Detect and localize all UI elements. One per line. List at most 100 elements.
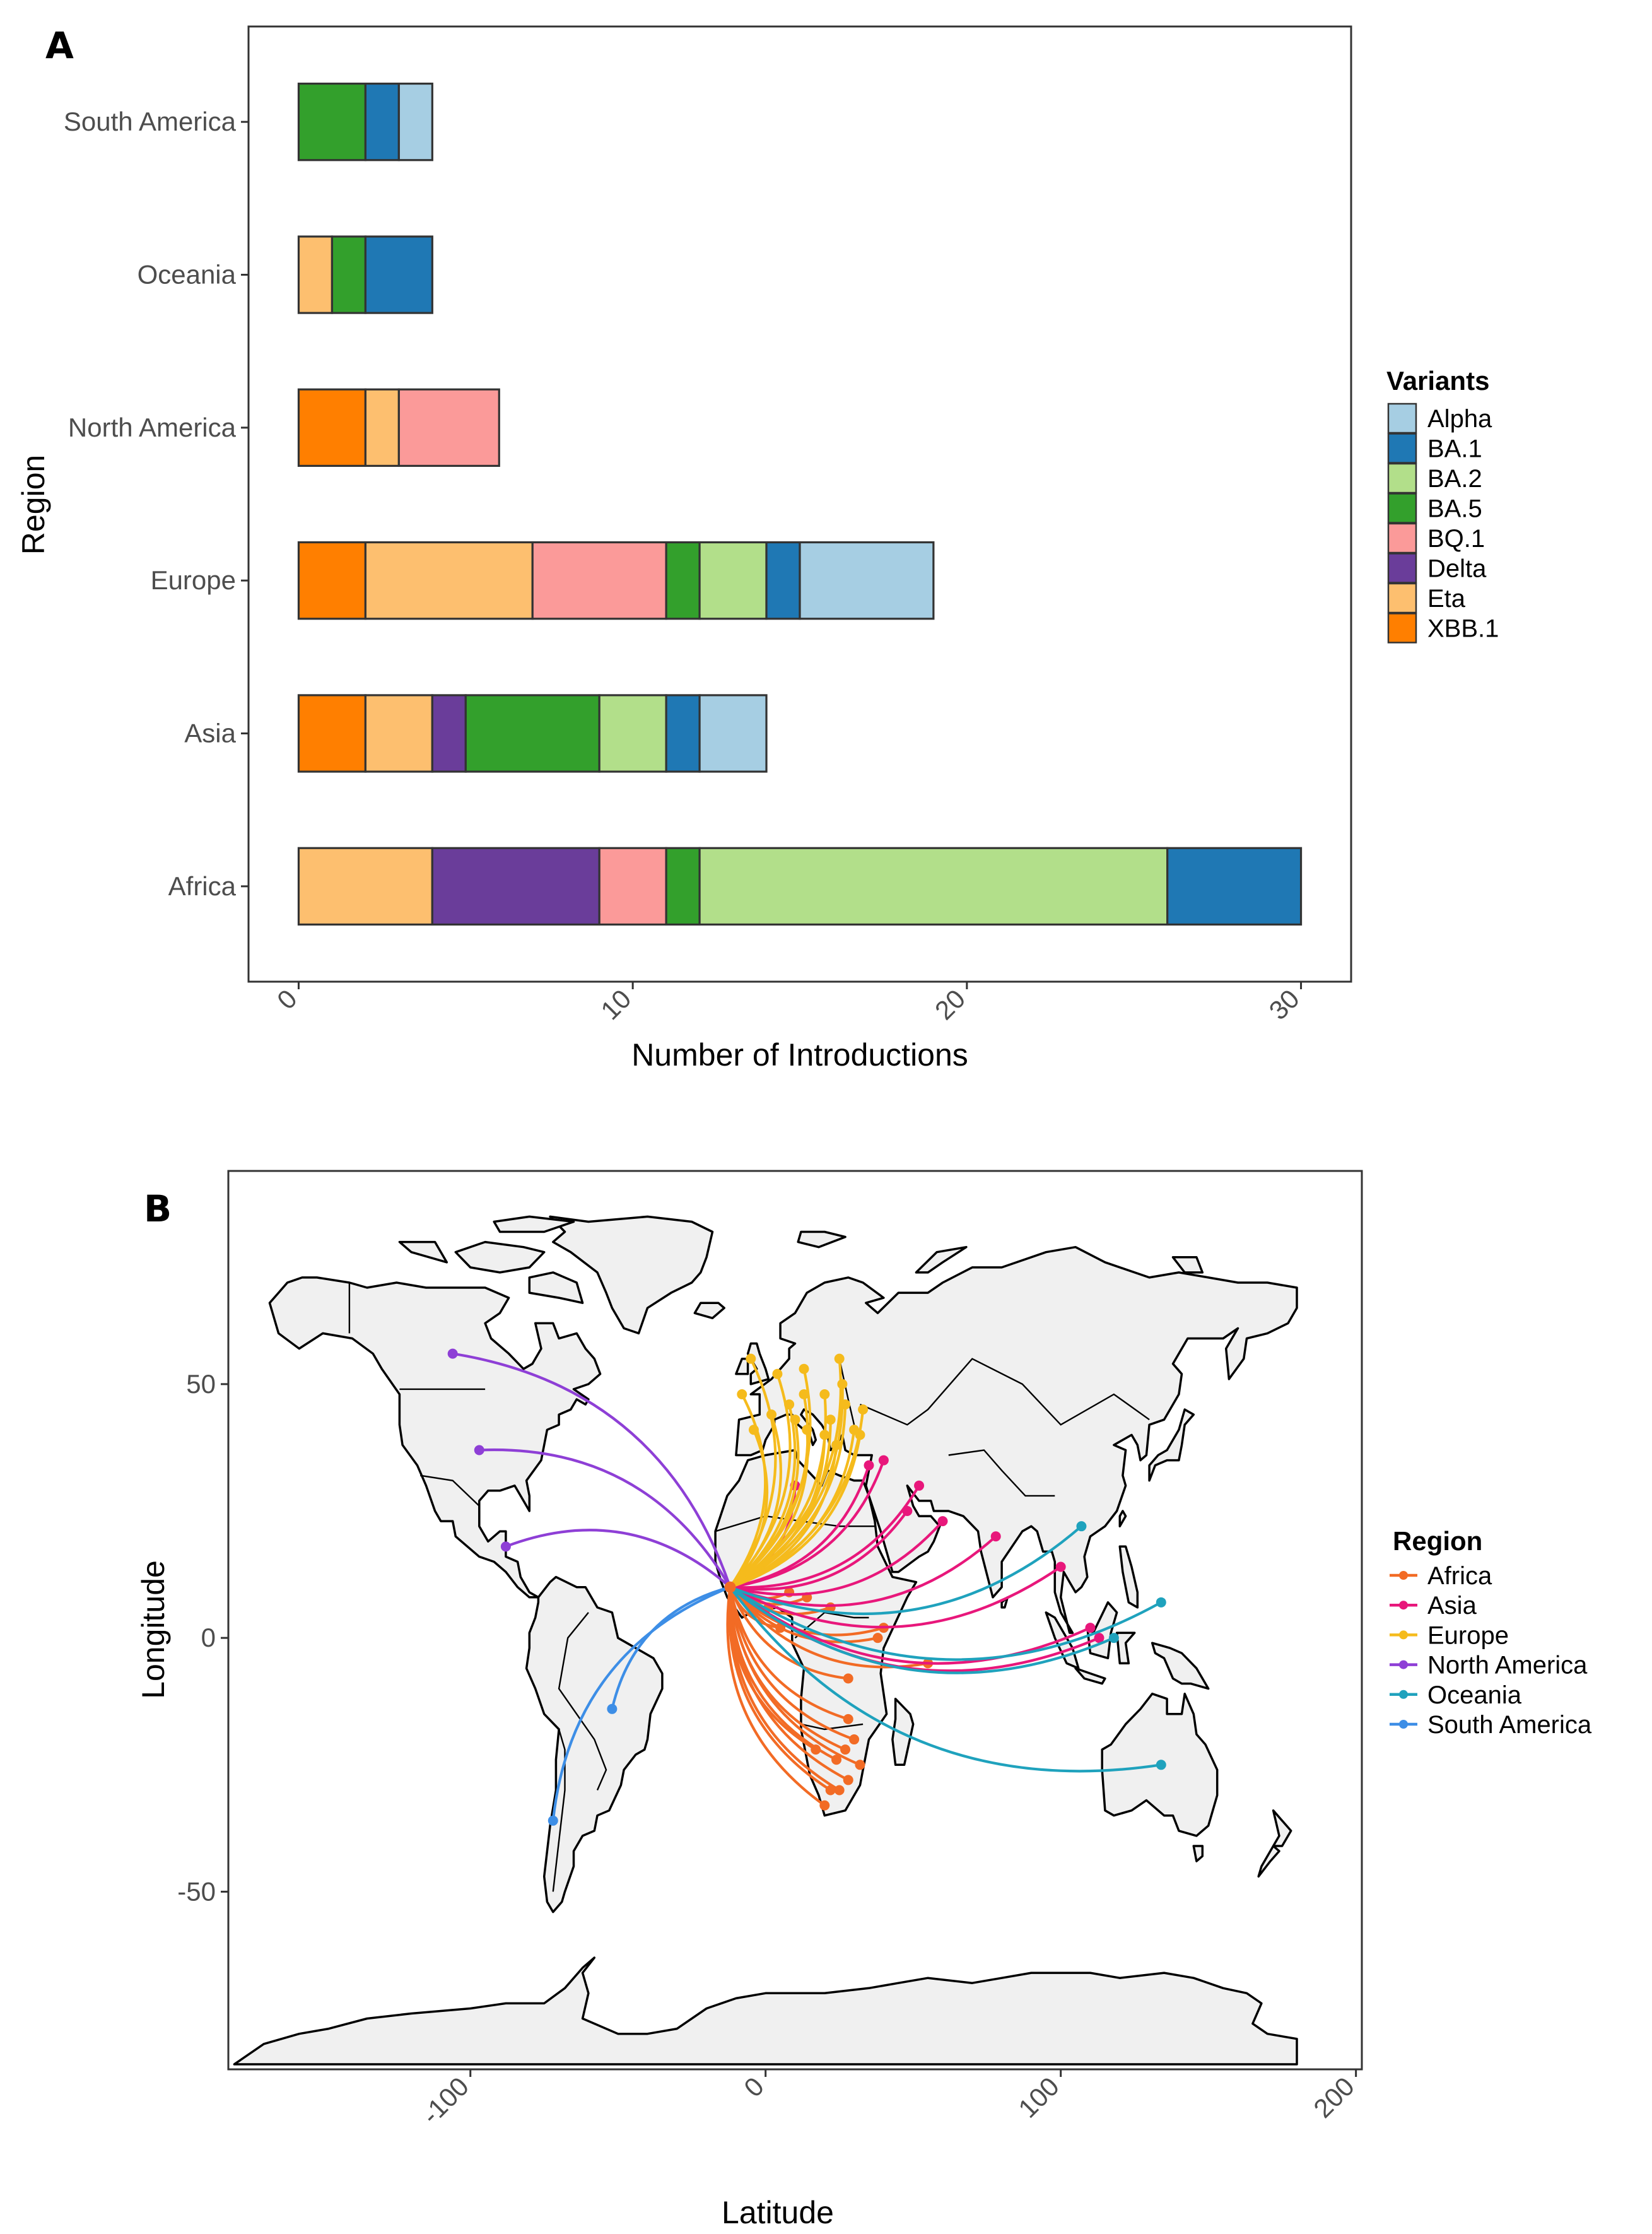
legend-label-bq-1: BQ.1 bbox=[1427, 525, 1485, 553]
island-ireland bbox=[735, 1357, 749, 1375]
panel-a-y-ticks: Africa Asia Europe North America Oceania Sout… bbox=[64, 107, 249, 901]
bar-europe-ba-1 bbox=[765, 541, 801, 620]
flow-point-europe-18 bbox=[790, 1414, 800, 1425]
border-us-mexico bbox=[420, 1474, 480, 1507]
flow-point-europe-17 bbox=[737, 1389, 747, 1399]
bar-north-america-bq-1 bbox=[397, 388, 500, 467]
flow-arc-africa-12 bbox=[728, 1585, 817, 1751]
bar-oceania-eta bbox=[297, 235, 334, 314]
flow-arc-asia-5 bbox=[729, 1509, 909, 1591]
flow-arc-europe-15 bbox=[729, 1433, 862, 1589]
legend-swatch-alpha bbox=[1387, 403, 1417, 434]
bar-asia-alpha bbox=[698, 694, 768, 773]
flow-arc-oceania-0 bbox=[729, 1585, 1163, 1661]
bar-south-america-alpha bbox=[397, 82, 433, 162]
border-russia bbox=[860, 1358, 1150, 1426]
legend-swatch-ba-2 bbox=[1387, 462, 1417, 494]
x-tick-label-200: 200 bbox=[1308, 2071, 1360, 2124]
x-tick-label-30: 30 bbox=[1263, 984, 1305, 1025]
bar-oceania-ba-5 bbox=[331, 235, 366, 314]
legend-swatch-eta bbox=[1387, 582, 1417, 614]
flow-point-oceania-0 bbox=[1156, 1597, 1166, 1608]
bar-south-america-ba-5 bbox=[297, 82, 366, 162]
continent-eurasia bbox=[735, 1245, 1298, 1634]
flow-arc-asia-6 bbox=[729, 1484, 921, 1589]
flow-arc-asia-4 bbox=[729, 1520, 944, 1596]
flow-point-africa-6 bbox=[831, 1755, 842, 1765]
island-new-zealand-north bbox=[1272, 1809, 1292, 1847]
flow-point-europe-10 bbox=[784, 1399, 795, 1410]
continent-greenland bbox=[549, 1215, 714, 1335]
bar-north-america-eta bbox=[364, 388, 400, 467]
region-legend-title: Region bbox=[1393, 1526, 1482, 1556]
variants-legend-title: Variants bbox=[1386, 366, 1489, 396]
legend-swatch-ba-5 bbox=[1387, 493, 1417, 524]
flow-point-asia-4 bbox=[937, 1516, 948, 1527]
legend-label-alpha: Alpha bbox=[1427, 405, 1492, 433]
legend-label-delta: Delta bbox=[1427, 555, 1487, 583]
border-himalaya bbox=[948, 1449, 1055, 1497]
island-java bbox=[1074, 1667, 1106, 1685]
bar-africa-ba-5 bbox=[665, 847, 701, 926]
x-tick-label-10: 10 bbox=[595, 984, 636, 1025]
panel-b-frame bbox=[227, 1170, 1363, 2071]
flow-point-europe-19 bbox=[837, 1379, 848, 1389]
legend-label-eta: Eta bbox=[1427, 585, 1466, 613]
x-tick-label--100: -100 bbox=[416, 2071, 474, 2130]
bar-europe-bq-1 bbox=[531, 541, 667, 620]
legend-label-xbb-1: XBB.1 bbox=[1427, 615, 1499, 643]
island-sulawesi bbox=[1115, 1631, 1136, 1665]
continent-south-america bbox=[525, 1575, 664, 1914]
flow-arc-africa-19 bbox=[729, 1585, 850, 1680]
bar-africa-delta bbox=[431, 847, 600, 926]
legend-swatch-delta bbox=[1387, 553, 1417, 584]
island-iceland bbox=[693, 1302, 725, 1320]
legend-dot-oceania bbox=[1399, 1690, 1408, 1699]
flow-arc-europe-16 bbox=[729, 1408, 865, 1589]
bar-asia-xbb-1 bbox=[297, 694, 366, 773]
panel-a-x-ticks: 0 10 20 30 bbox=[271, 982, 1305, 1025]
flow-arc-africa-4 bbox=[729, 1585, 850, 1720]
introduction-flows bbox=[447, 1348, 1166, 1826]
continent-north-america bbox=[268, 1276, 602, 1599]
legend-label-north-america: North America bbox=[1427, 1652, 1588, 1679]
flow-arc-oceania-2 bbox=[729, 1585, 1115, 1674]
border-southern-africa bbox=[800, 1723, 864, 1731]
variants-legend: Variants AlphaBA.1BA.2BA.5BQ.1DeltaEtaXB… bbox=[1386, 366, 1499, 644]
flow-origin bbox=[724, 1581, 736, 1593]
legend-swatch-bq-1 bbox=[1387, 522, 1417, 554]
island-philippines bbox=[1118, 1545, 1139, 1609]
flow-arc-africa-13 bbox=[726, 1585, 826, 1807]
flow-arc-africa-9 bbox=[727, 1585, 832, 1792]
y-tick-label-asia: Asia bbox=[184, 719, 236, 748]
flow-point-asia-0 bbox=[1094, 1633, 1104, 1643]
legend-dot-south-america bbox=[1399, 1720, 1408, 1729]
legend-label-ba-5: BA.5 bbox=[1427, 495, 1482, 523]
continent-antarctica bbox=[233, 1956, 1298, 2066]
panel-b-y-ticks: -50 0 50 bbox=[177, 1369, 228, 1906]
legend-label-asia: Asia bbox=[1427, 1592, 1477, 1620]
bar-asia-eta bbox=[364, 694, 433, 773]
legend-dot-north-america bbox=[1399, 1660, 1408, 1669]
flow-arc-europe-10 bbox=[729, 1403, 797, 1589]
island-new-siberia bbox=[1171, 1256, 1204, 1274]
bar-asia-ba-2 bbox=[598, 694, 667, 773]
panel-a-bars bbox=[297, 82, 1303, 926]
flow-point-africa-19 bbox=[843, 1673, 853, 1684]
bar-europe-alpha bbox=[799, 541, 935, 620]
flow-arc-europe-12 bbox=[729, 1413, 782, 1589]
flow-point-europe-12 bbox=[766, 1409, 777, 1420]
island-ellesmere bbox=[493, 1215, 575, 1233]
flow-arc-north-america-0 bbox=[451, 1352, 732, 1589]
bar-oceania-ba-1 bbox=[364, 235, 433, 314]
panel-b-x-ticks: -100 0 100 200 bbox=[416, 2069, 1360, 2130]
panel-b-label: B bbox=[144, 1187, 172, 1230]
flow-point-africa-4 bbox=[843, 1714, 853, 1724]
y-tick-label-oceania: Oceania bbox=[138, 260, 237, 290]
flow-arc-europe-8 bbox=[729, 1428, 809, 1589]
legend-label-oceania: Oceania bbox=[1427, 1681, 1522, 1709]
flow-point-europe-1 bbox=[772, 1368, 783, 1379]
flow-point-europe-8 bbox=[802, 1425, 812, 1435]
